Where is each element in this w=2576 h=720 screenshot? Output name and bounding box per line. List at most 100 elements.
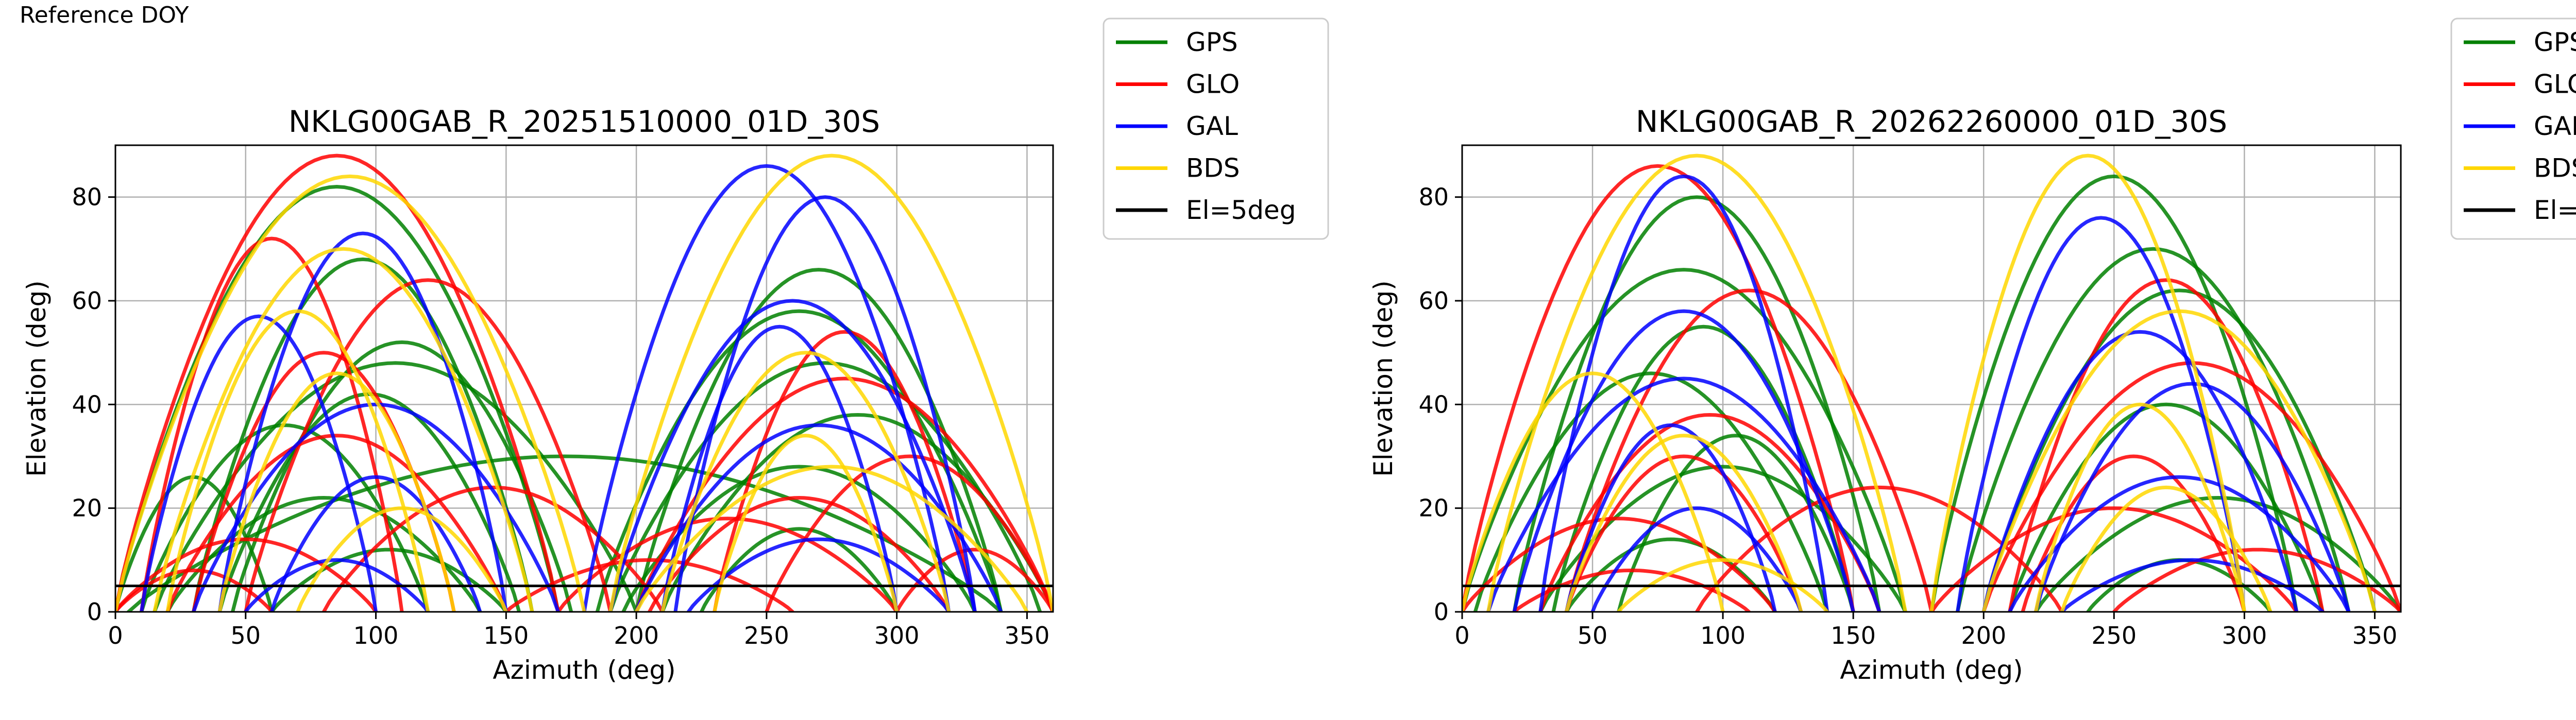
legend-entry-label: GLO <box>2534 70 2576 99</box>
x-tick-label: 350 <box>2352 622 2397 649</box>
track-gal <box>582 164 951 612</box>
track-gal <box>2008 475 2351 612</box>
track-gps <box>1617 434 1855 612</box>
track-gal <box>1956 216 2246 612</box>
track-gal <box>1486 376 1882 612</box>
legend-entry-label: GAL <box>1186 111 1238 141</box>
track-glo <box>1512 568 1751 612</box>
chart-title: NKLG00GAB_R_20251510000_01D_30S <box>289 104 880 139</box>
track-glo <box>244 278 613 612</box>
y-tick-label: 0 <box>1434 598 1449 626</box>
track-gal <box>1512 309 1855 612</box>
x-tick-label: 100 <box>1700 622 1745 649</box>
track-gps <box>269 547 508 612</box>
track-bds <box>1564 434 1803 612</box>
y-tick-label: 80 <box>1418 183 1449 211</box>
track-glo <box>1538 413 1882 612</box>
legend-entry-label: BDS <box>1186 153 1240 183</box>
track-bds <box>296 506 508 612</box>
legend-entry-label: GLO <box>1186 70 1240 99</box>
track-bds <box>165 309 430 612</box>
track-glo <box>1564 288 1934 612</box>
legend-entry-label: BDS <box>2534 153 2576 183</box>
track-gps <box>1551 324 1855 612</box>
track-gps <box>126 454 1003 612</box>
x-tick-label: 150 <box>483 622 529 649</box>
track-bds <box>713 434 899 612</box>
y-axis-label: Elevation (deg) <box>1368 280 1398 476</box>
x-tick-label: 300 <box>2222 622 2267 649</box>
track-gps <box>165 495 482 612</box>
chart-panel: 0 50 100 150 200 250 300 350 0 20 40 60 80 NKLG00GAB_… <box>22 18 1329 685</box>
x-tick-label: 100 <box>353 622 399 649</box>
track-gal <box>608 299 977 612</box>
track-bds <box>634 465 1029 612</box>
track-bds <box>2060 485 2273 612</box>
track-bds <box>217 371 456 612</box>
track-glo <box>2008 278 2325 612</box>
x-tick-label: 250 <box>2091 622 2137 649</box>
legend: GPS GLO GAL BDS El=5deg <box>1103 18 1329 240</box>
track-gal <box>1538 174 1829 612</box>
track-bds <box>1929 153 2246 612</box>
x-tick-label: 50 <box>1578 622 1608 649</box>
y-tick-label: 20 <box>1418 494 1449 522</box>
y-tick-label: 40 <box>1418 390 1449 418</box>
legend-entry-label: El=5deg <box>2534 195 2576 225</box>
track-gps <box>231 340 573 612</box>
track-glo <box>556 517 899 612</box>
y-tick-label: 20 <box>72 494 102 522</box>
track-glo <box>321 485 665 612</box>
x-tick-label: 200 <box>1961 622 2006 649</box>
track-gal <box>2060 558 2325 612</box>
track-bds <box>660 351 951 612</box>
track-bds <box>608 153 1053 612</box>
track-glo <box>713 330 977 612</box>
track-gps <box>608 361 1042 612</box>
chart-title: NKLG00GAB_R_20262260000_01D_30S <box>1636 104 2227 139</box>
x-axis-label: Azimuth (deg) <box>493 655 675 685</box>
track-gal <box>660 324 899 612</box>
track-glo <box>115 537 378 612</box>
plot-frame <box>1461 144 2402 613</box>
track-gps <box>1981 288 2377 612</box>
x-tick-label: 150 <box>1831 622 1876 649</box>
track-gps <box>1929 174 2299 612</box>
y-tick-label: 0 <box>87 598 102 626</box>
x-tick-label: 50 <box>231 622 261 649</box>
track-gps <box>634 268 1003 612</box>
track-gal <box>634 423 1003 612</box>
legend-box <box>1103 18 1329 240</box>
track-bds <box>152 247 534 612</box>
track-gps <box>700 527 899 612</box>
track-glo <box>1564 454 1803 612</box>
track-gps <box>1512 195 1882 612</box>
y-tick-label: 80 <box>72 183 102 211</box>
reference-doy-label: Reference DOY <box>20 2 189 28</box>
y-tick-label: 60 <box>1418 287 1449 315</box>
x-tick-label: 0 <box>1454 622 1469 649</box>
x-tick-label: 300 <box>874 622 920 649</box>
track-gal <box>2033 382 2351 612</box>
track-gal <box>1981 330 2299 612</box>
legend-entry-label: GPS <box>2534 27 2576 57</box>
data-layer <box>115 153 1053 612</box>
track-gal <box>1564 423 1777 612</box>
track-gps <box>1473 371 1829 612</box>
y-axis-label: Elevation (deg) <box>22 280 52 476</box>
y-tick-label: 40 <box>72 390 102 418</box>
chart-panel: 0 50 100 150 200 250 300 350 0 20 40 60 80 NKLG00GAB_… <box>1368 18 2576 685</box>
legend-entry-label: GPS <box>1186 27 1238 57</box>
track-glo <box>2112 547 2401 612</box>
track-glo <box>765 454 1053 612</box>
x-tick-label: 350 <box>1005 622 1050 649</box>
x-tick-label: 200 <box>614 622 659 649</box>
x-tick-label: 0 <box>108 622 123 649</box>
data-layer <box>1462 153 2401 612</box>
track-gal <box>217 231 508 612</box>
track-bds <box>1617 558 1829 612</box>
track-glo <box>1462 164 1855 612</box>
track-glo <box>895 547 1053 612</box>
y-tick-label: 60 <box>72 287 102 315</box>
